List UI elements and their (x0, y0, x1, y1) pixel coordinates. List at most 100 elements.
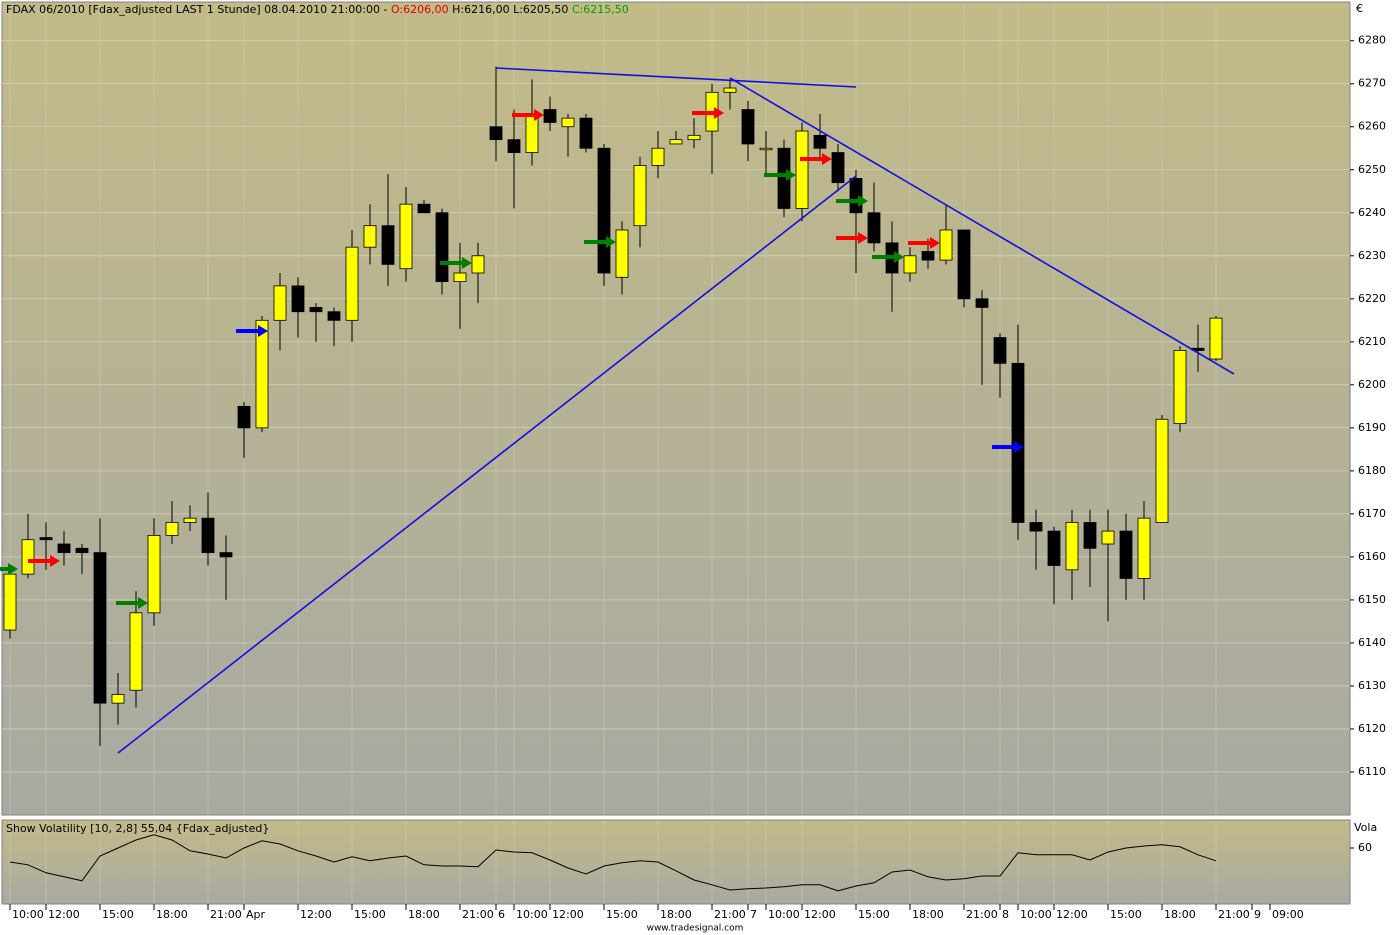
candle-body (57, 543, 71, 554)
candle-body (363, 225, 377, 248)
candle-body (597, 147, 611, 274)
signal-arrow-head (8, 563, 18, 575)
y-tick-label: 6130 (1358, 679, 1386, 692)
x-tick-label: 15:00 (1110, 908, 1142, 921)
candle-body (831, 152, 845, 184)
candle-body (687, 134, 701, 141)
candle-body (615, 229, 629, 278)
candle-body (201, 517, 215, 554)
trend-line (729, 77, 1235, 375)
title-part: FDAX 06/2010 [Fdax_adjusted LAST 1 Stund… (6, 3, 391, 16)
candle-body (489, 126, 503, 141)
candle-body (417, 203, 431, 214)
y-tick-label: 6270 (1358, 77, 1386, 90)
x-tick-label: 10:00 (516, 908, 548, 921)
candle-body (165, 522, 179, 536)
candle-body (561, 117, 575, 128)
y-tick-label: 6180 (1358, 464, 1386, 477)
x-tick-label: 9 (1254, 908, 1261, 921)
y-tick-label: 6230 (1358, 249, 1386, 262)
candle-body (669, 139, 683, 145)
candle-body (75, 547, 89, 554)
candle-body (273, 285, 287, 321)
trend-line (495, 67, 857, 88)
y-tick-label: 6110 (1358, 765, 1386, 778)
x-tick-label: 18:00 (912, 908, 944, 921)
x-tick-label: 7 (750, 908, 757, 921)
candle-body (1101, 530, 1115, 545)
candle-body (759, 147, 773, 151)
volatility-line (9, 834, 1217, 892)
candle-body (903, 255, 917, 274)
y-tick-label: 60 (1358, 841, 1372, 854)
candle-body (813, 134, 827, 149)
y-tick-label: 6240 (1358, 206, 1386, 219)
candle-body (39, 537, 53, 541)
candle-body (1155, 418, 1169, 523)
candle-body (1209, 317, 1223, 360)
indicator-panel (1, 819, 1351, 905)
candle-body (255, 319, 269, 429)
labels: 6110 6120 6130 6140 6150 6160 6170 6180 6190 6200… (12, 34, 1386, 921)
trend-lines (117, 67, 1235, 754)
candle-body (957, 229, 971, 300)
marks (3, 66, 1223, 892)
title-part: H:6216,00 L:6205,50 (449, 3, 572, 16)
y-tick-label: 6280 (1358, 34, 1386, 47)
x-tick-label: 21:00 (966, 908, 998, 921)
candle-body (291, 285, 305, 313)
x-tick-label: 12:00 (300, 908, 332, 921)
x-tick-label: 10:00 (12, 908, 44, 921)
signal-arrow-head (462, 257, 472, 269)
candle-body (21, 539, 35, 575)
candle-body (849, 177, 863, 214)
candle-body (183, 517, 197, 523)
candle-body (93, 552, 107, 704)
x-tick-label: 21:00 (1218, 908, 1250, 921)
signal-arrow-head (786, 169, 796, 181)
signal-arrow-head (606, 236, 616, 248)
y-tick-label: 6250 (1358, 163, 1386, 176)
y-tick-label: 6210 (1358, 335, 1386, 348)
x-tick-label: 8 (1002, 908, 1009, 921)
signal-arrow-head (930, 237, 940, 249)
candle-body (1173, 350, 1187, 424)
signal-arrow-head (1014, 441, 1024, 453)
candle-body (651, 147, 665, 166)
x-tick-label: 15:00 (102, 908, 134, 921)
price-panel (1, 1, 1351, 816)
x-tick-label: Apr (246, 908, 266, 921)
x-tick-label: 18:00 (408, 908, 440, 921)
candle-body (975, 298, 989, 308)
indicator-label: Vola (1354, 821, 1377, 834)
signal-arrow-head (138, 597, 148, 609)
candle-body (327, 311, 341, 321)
x-tick-label: 15:00 (858, 908, 890, 921)
title-part: C:6215,50 (572, 3, 629, 16)
x-tick-label: 10:00 (768, 908, 800, 921)
candle-body (111, 694, 125, 704)
candle-body (1065, 522, 1079, 571)
candle-body (507, 139, 521, 153)
candle-body (129, 612, 143, 691)
candle-body (219, 552, 233, 558)
y-tick-label: 6220 (1358, 292, 1386, 305)
candle-body (579, 117, 593, 149)
x-tick-label: 21:00 (210, 908, 242, 921)
candle-body (1137, 517, 1151, 579)
candle-body (993, 337, 1007, 364)
candle-body (921, 251, 935, 261)
candle-body (471, 255, 485, 274)
candle-body (633, 165, 647, 227)
candle-body (1083, 522, 1097, 549)
x-tick-label: 21:00 (462, 908, 494, 921)
x-tick-label: 6 (498, 908, 505, 921)
signal-arrow-head (714, 107, 724, 119)
candle-body (741, 109, 755, 145)
signal-arrow-head (894, 251, 904, 263)
y-tick-label: 6260 (1358, 120, 1386, 133)
candle-body (237, 405, 251, 429)
candle-body (1047, 530, 1061, 566)
signal-arrow-head (534, 109, 544, 121)
